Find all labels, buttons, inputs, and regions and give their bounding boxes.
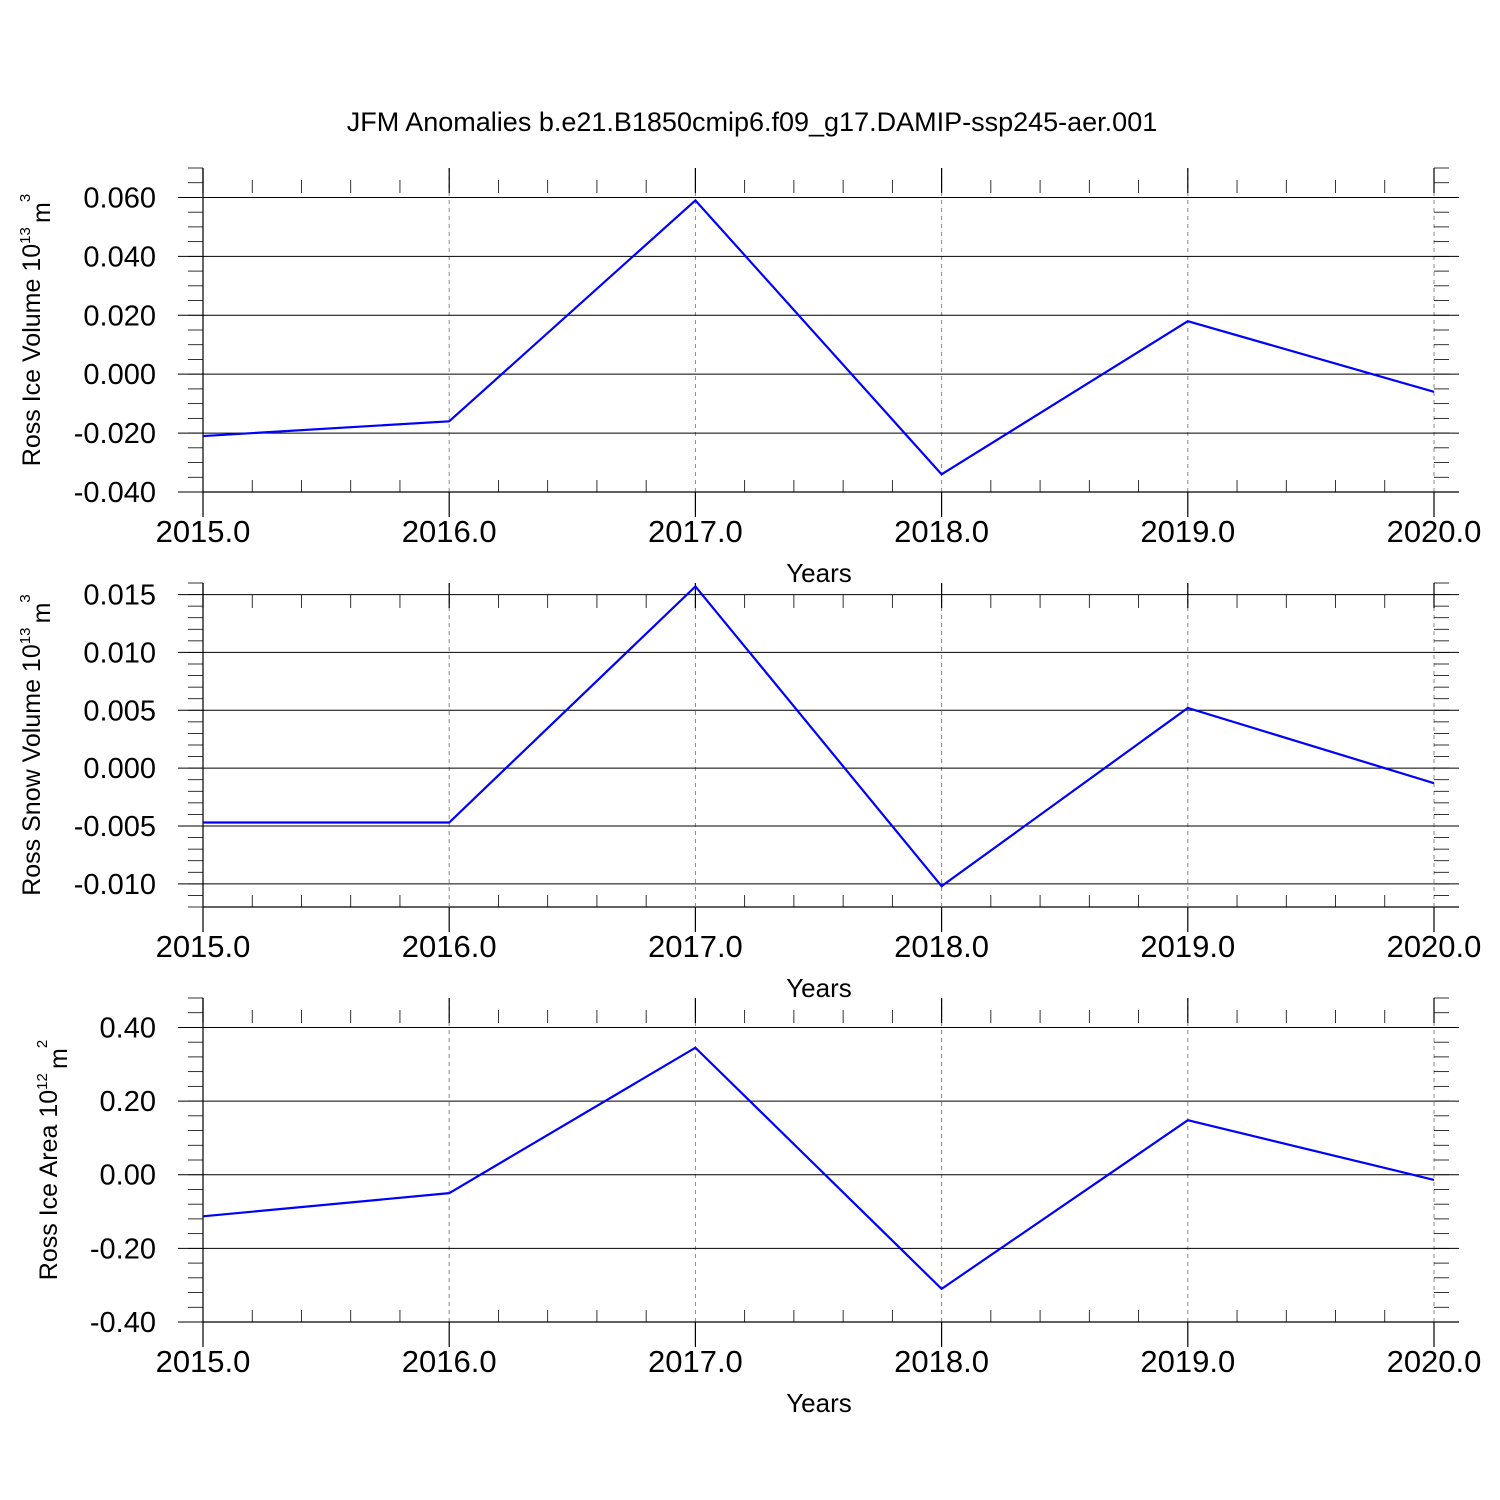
- y-tick-label: -0.40: [90, 1307, 156, 1339]
- x-tick-label: 2020.0: [1387, 1344, 1482, 1379]
- y-axis-unit-base: 10: [35, 1090, 63, 1118]
- x-tick-label: 2015.0: [156, 514, 251, 549]
- x-axis-label: Years: [786, 558, 852, 588]
- x-tick-label: 2015.0: [156, 1344, 251, 1379]
- y-tick-label: -0.20: [90, 1233, 156, 1265]
- x-tick-label: 2016.0: [402, 514, 497, 549]
- y-axis-label-text: Ross Snow Volume: [18, 672, 46, 896]
- x-tick-label: 2020.0: [1387, 514, 1482, 549]
- y-tick-label: 0.000: [83, 753, 156, 785]
- y-axis-unit-m: m: [45, 1048, 73, 1069]
- y-axis-label: Ross Ice Volume 1013 m3: [17, 194, 56, 466]
- y-tick-label: 0.00: [100, 1160, 156, 1192]
- y-axis-label: Ross Ice Area 1012 m2: [34, 1040, 73, 1280]
- chart-title: JFM Anomalies b.e21.B1850cmip6.f09_g17.D…: [347, 107, 1157, 137]
- y-tick-label: -0.005: [74, 811, 156, 843]
- x-tick-label: 2017.0: [648, 1344, 743, 1379]
- y-axis-unit-base: 10: [18, 644, 46, 672]
- x-tick-label: 2018.0: [894, 514, 989, 549]
- series-line: [202, 1046, 1435, 1291]
- y-axis-unit-m: m: [28, 202, 56, 223]
- x-tick-label: 2017.0: [648, 929, 743, 964]
- series-line: [202, 198, 1435, 476]
- y-axis-label: Ross Snow Volume 1013 m3: [17, 594, 56, 896]
- y-axis-label-text: Ross Ice Volume: [18, 272, 46, 467]
- y-tick-label: -0.040: [74, 477, 156, 509]
- y-tick-label: 0.005: [83, 695, 156, 727]
- y-axis-label-text: Ross Ice Area: [35, 1118, 63, 1281]
- x-tick-label: 2019.0: [1140, 929, 1235, 964]
- y-axis-unit-exponent: 13: [17, 623, 34, 644]
- y-axis-unit-exponent: 13: [17, 223, 34, 244]
- y-axis-unit-m-exponent: 3: [17, 194, 34, 202]
- x-tick-label: 2018.0: [894, 929, 989, 964]
- y-tick-label: 0.40: [100, 1012, 156, 1044]
- y-axis-unit-base: 10: [18, 244, 46, 272]
- y-tick-label: 0.015: [83, 580, 156, 612]
- x-tick-label: 2019.0: [1140, 1344, 1235, 1379]
- y-axis-unit-exponent: 12: [34, 1069, 51, 1090]
- x-tick-label: 2017.0: [648, 514, 743, 549]
- x-tick-label: 2016.0: [402, 929, 497, 964]
- y-tick-label: 0.010: [83, 637, 156, 669]
- y-tick-label: -0.010: [74, 869, 156, 901]
- x-tick-label: 2018.0: [894, 1344, 989, 1379]
- x-tick-label: 2015.0: [156, 929, 251, 964]
- x-tick-label: 2016.0: [402, 1344, 497, 1379]
- y-axis-unit-m: m: [28, 603, 56, 624]
- y-tick-label: 0.040: [83, 241, 156, 273]
- y-axis-unit-m-exponent: 3: [17, 594, 34, 602]
- series-line: [203, 584, 1435, 888]
- y-tick-label: 0.020: [83, 300, 156, 332]
- y-tick-label: 0.20: [100, 1086, 156, 1118]
- x-tick-label: 2020.0: [1387, 929, 1482, 964]
- x-axis-label: Years: [786, 973, 852, 1003]
- y-axis-unit-m-exponent: 2: [34, 1040, 51, 1048]
- y-tick-label: 0.000: [83, 359, 156, 391]
- x-axis-label: Years: [786, 1388, 852, 1418]
- y-tick-label: -0.020: [74, 418, 156, 450]
- x-tick-label: 2019.0: [1140, 514, 1235, 549]
- y-tick-label: 0.060: [83, 182, 156, 214]
